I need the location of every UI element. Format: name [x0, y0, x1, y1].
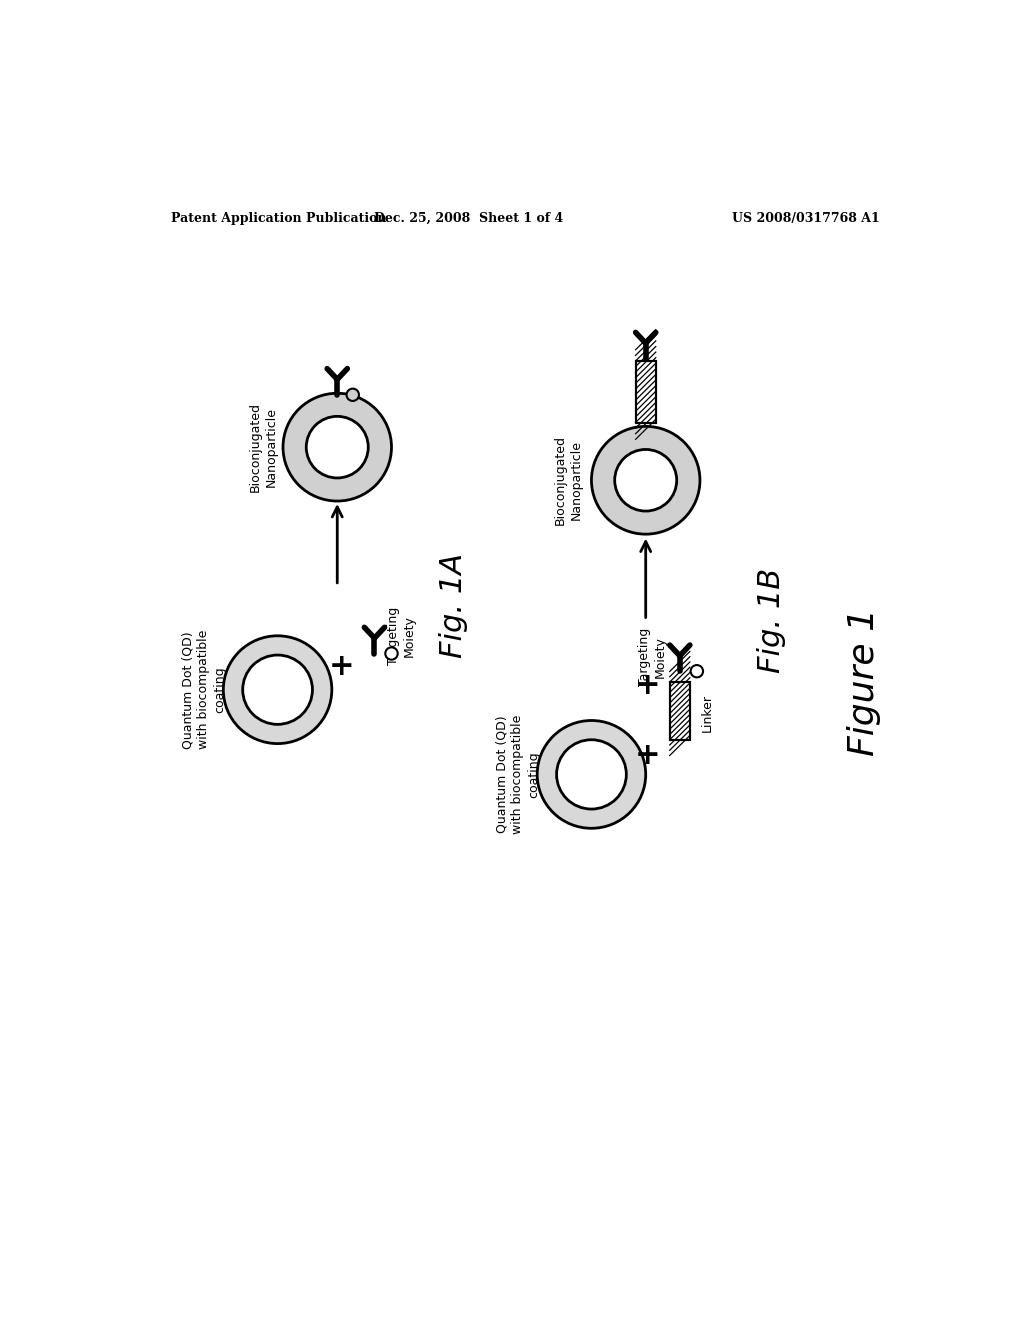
Text: Figure 1: Figure 1 — [847, 609, 882, 756]
Text: Bioconjugated
Nanoparticle: Bioconjugated Nanoparticle — [249, 403, 279, 492]
Circle shape — [690, 665, 703, 677]
Text: Fig. 1A: Fig. 1A — [439, 553, 468, 657]
Circle shape — [614, 449, 677, 511]
Polygon shape — [636, 360, 655, 422]
Text: Bioconjugated
Nanoparticle: Bioconjugated Nanoparticle — [554, 436, 583, 525]
Circle shape — [223, 636, 332, 743]
Text: Fig. 1B: Fig. 1B — [757, 568, 785, 673]
Text: Quantum Dot (QD)
with biocompatible
coating: Quantum Dot (QD) with biocompatible coat… — [181, 630, 226, 750]
Circle shape — [346, 388, 359, 401]
Circle shape — [283, 393, 391, 502]
Circle shape — [306, 416, 369, 478]
Text: Targeting
Moiety: Targeting Moiety — [387, 607, 416, 665]
Circle shape — [592, 426, 700, 535]
Circle shape — [243, 655, 312, 725]
Text: +: + — [635, 672, 660, 701]
Text: Quantum Dot (QD)
with biocompatible
coating: Quantum Dot (QD) with biocompatible coat… — [496, 714, 541, 834]
Circle shape — [385, 647, 397, 660]
Text: +: + — [635, 741, 660, 770]
Text: Patent Application Publication: Patent Application Publication — [171, 213, 386, 224]
Text: Targeting
Moiety: Targeting Moiety — [638, 628, 668, 686]
Polygon shape — [670, 682, 690, 739]
Text: US 2008/0317768 A1: US 2008/0317768 A1 — [732, 213, 880, 224]
Text: Linker: Linker — [700, 694, 714, 731]
Text: Dec. 25, 2008  Sheet 1 of 4: Dec. 25, 2008 Sheet 1 of 4 — [375, 213, 563, 224]
Circle shape — [557, 739, 627, 809]
Text: +: + — [329, 652, 354, 681]
Circle shape — [538, 721, 646, 829]
